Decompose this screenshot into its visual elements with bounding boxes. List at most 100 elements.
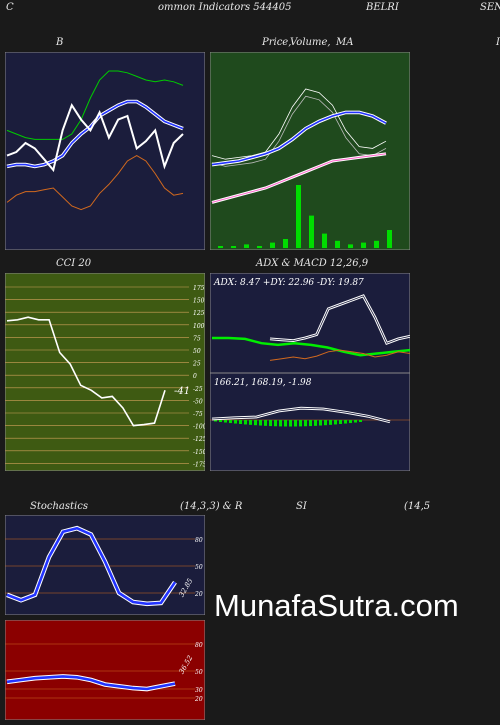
price-ma-short-line [211,95,387,167]
stoch-k-line [6,526,177,606]
price-title-c: MA [336,37,354,48]
adx-plusdi-line [212,336,410,357]
rsi-title: SI [296,501,307,512]
volume-bar [270,242,275,248]
macd-histogram-bar [229,420,232,424]
macd-histogram-bar [299,420,302,427]
cci-tick-label: 50 [193,348,201,355]
cci-tick-label: -100 [193,424,205,431]
bb-title: B [56,37,64,48]
macd-histogram-bar [354,420,357,423]
macd-histogram-bar [339,420,342,424]
macd-line [211,407,391,423]
volume-bar [218,246,223,248]
cci-chart: 175 150 125 100 75 50 25 0 -25 -50 -75 -100 -125 -150… [5,273,205,471]
adx-white-line [269,295,410,344]
bb-right-letter: I [496,37,500,48]
volume-bar [348,244,353,248]
stoch-tick-label: 80 [195,537,203,544]
stoch-title-left: Stochastics [30,501,88,512]
rsi-tick-label: 50 [195,669,203,676]
macd-histogram-bar [324,420,327,426]
price-chart [210,52,410,250]
macd-histogram-bar [329,420,332,425]
header-symbol: BELRI [366,2,399,13]
cci-tick-label: -150 [193,449,205,456]
cci-tick-label: 25 [192,361,201,368]
macd-histogram-bar [304,420,307,427]
price-line [211,88,387,160]
macd-chart: 166.21, 168.19, -1.98 [210,373,410,471]
cci-tick-label: -125 [193,436,205,443]
cci-tick-label: -175 [193,461,205,468]
macd-histogram-bar [214,420,217,422]
macd-histogram-bar [279,420,282,427]
rsi-tick-label: 80 [195,642,203,649]
cci-tick-label: -25 [193,386,203,393]
macd-histogram-bar [359,420,362,423]
bb-lower-line [6,155,184,211]
macd-histogram-bar [244,420,247,425]
macd-histogram-bar [309,420,312,427]
price-title-b: Volume, [290,37,331,48]
macd-histogram-bar [294,420,297,427]
volume-bar [387,230,392,248]
cci-value-label: -41 [174,386,190,397]
macd-histogram-bar [349,420,352,424]
cci-tick-label: -50 [193,398,203,405]
adx-minusdi-line [269,349,410,361]
bb-upper-line [6,70,184,140]
stoch-title-mid: (14,3,3) & R [180,501,243,512]
macd-histogram-bar [269,420,272,427]
volume-bar [361,242,366,248]
stoch-tick-label: 20 [194,591,203,598]
cci-tick-label: 75 [193,335,201,342]
volume-bar [257,246,262,248]
macd-histogram-bar [264,420,267,426]
volume-bar [322,233,327,248]
macd-readout: 166.21, 168.19, -1.98 [214,378,312,388]
macd-histogram-bar [234,420,237,424]
price-title-a: Price, [262,37,292,48]
rsi-tick-label: 20 [194,696,203,703]
rsi-tick-label: 30 [195,687,203,694]
macd-histogram-bar [239,420,242,424]
cci-tick-label: 125 [193,310,205,317]
macd-histogram-bar [249,420,252,425]
cci-tick-label: 175 [193,285,205,292]
bollinger-chart [5,52,205,250]
macd-histogram-bar [289,420,292,427]
adx-readout: ADX: 8.47 +DY: 22.96 -DY: 19.87 [213,278,364,288]
header-title: ommon Indicators 544405 [158,2,292,13]
header-right: SEN [480,2,500,13]
watermark: MunafaSutra.com [214,588,459,623]
header-left-letter: C [6,2,14,13]
bb-price-line [6,102,184,173]
cci-tick-label: 150 [193,298,205,305]
rsi-line [6,675,176,691]
volume-bar [335,240,340,248]
price-ma-blue-line [211,111,387,166]
volume-bar [309,215,314,248]
macd-histogram-bar [219,420,222,423]
cci-line [6,316,166,427]
macd-histogram-bar [259,420,262,426]
rsi-title-right: (14,5 [404,501,431,512]
macd-histogram-bar [314,420,317,426]
macd-histogram-bar [274,420,277,427]
volume-bar [296,185,301,248]
adx-title: ADX & MACD 12,26,9 [256,258,369,269]
macd-histogram-bar [319,420,322,426]
volume-bar [231,246,236,248]
macd-histogram-bar [334,420,337,425]
volume-bar [283,239,288,248]
stoch-tick-label: 50 [195,564,203,571]
macd-histogram-bar [344,420,347,424]
cci-tick-label: 100 [193,323,205,330]
cci-tick-label: 0 [193,373,197,380]
cci-title: CCI 20 [56,258,92,269]
macd-histogram-bar [224,420,227,423]
volume-bar [244,244,249,248]
